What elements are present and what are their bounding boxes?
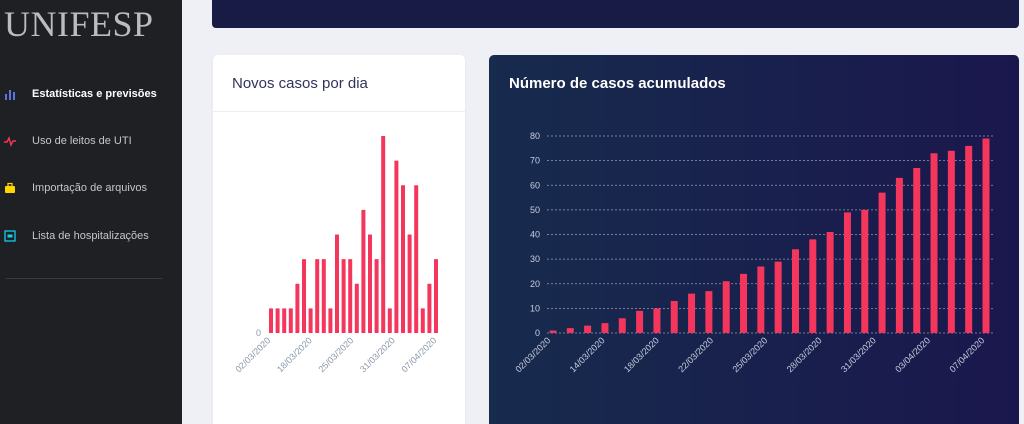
sidebar-item-leitos-uti[interactable]: Uso de leitos de UTI bbox=[0, 130, 182, 152]
x-tick-label: 18/03/2020 bbox=[275, 335, 314, 374]
x-tick-label: 31/03/2020 bbox=[839, 335, 878, 374]
bar[interactable] bbox=[401, 185, 405, 333]
card-divider bbox=[213, 111, 465, 112]
bar[interactable] bbox=[354, 283, 359, 333]
bar[interactable] bbox=[275, 308, 280, 333]
y-tick-label: 50 bbox=[530, 205, 540, 215]
bar[interactable] bbox=[791, 249, 799, 333]
sidebar-item-estatisticas[interactable]: Estatísticas e previsões bbox=[0, 83, 182, 105]
bar[interactable] bbox=[434, 259, 438, 333]
sidebar-item-label: Lista de hospitalizações bbox=[32, 230, 149, 242]
y-tick-label: 10 bbox=[530, 303, 540, 313]
bar[interactable] bbox=[308, 308, 313, 333]
bar[interactable] bbox=[381, 136, 386, 333]
bar[interactable] bbox=[321, 259, 326, 333]
sidebar-item-importacao[interactable]: Importação de arquivos bbox=[0, 177, 182, 199]
bar[interactable] bbox=[722, 281, 730, 333]
bar[interactable] bbox=[414, 185, 419, 333]
y-tick-label: 60 bbox=[530, 180, 540, 190]
sidebar-divider bbox=[6, 278, 162, 279]
pulse-icon bbox=[4, 136, 16, 147]
bar[interactable] bbox=[843, 212, 851, 333]
daily-cases-card: Novos casos por dia 0 02/03/2020 18/03/202… bbox=[213, 55, 465, 424]
bar[interactable] bbox=[740, 273, 748, 333]
bar[interactable] bbox=[982, 138, 990, 333]
x-tick-label: 31/03/2020 bbox=[358, 335, 397, 374]
bar[interactable] bbox=[295, 283, 300, 333]
brand-logo[interactable]: UNIFESP bbox=[4, 4, 154, 44]
bar[interactable] bbox=[878, 192, 886, 333]
x-tick-label: 22/03/2020 bbox=[676, 335, 715, 374]
cumulative-cases-card: Número de casos acumulados 0 10 20 30 40 50 60… bbox=[489, 55, 1019, 424]
y-tick-label: 0 bbox=[535, 328, 540, 338]
bar-chart-icon bbox=[5, 90, 15, 100]
sidebar-item-hospitalizacoes[interactable]: Lista de hospitalizações bbox=[0, 225, 182, 247]
sidebar-item-label: Importação de arquivos bbox=[32, 182, 147, 194]
x-tick-label: 07/04/2020 bbox=[947, 335, 986, 374]
x-tick-label: 25/03/2020 bbox=[316, 335, 355, 374]
bar[interactable] bbox=[930, 153, 938, 333]
bar[interactable] bbox=[566, 328, 574, 333]
bar[interactable] bbox=[420, 308, 425, 333]
briefcase-icon bbox=[5, 182, 15, 193]
x-tick-label: 02/03/2020 bbox=[513, 335, 552, 374]
bar[interactable] bbox=[757, 266, 765, 333]
bar[interactable] bbox=[670, 300, 678, 333]
header-card bbox=[212, 0, 1019, 28]
bar[interactable] bbox=[688, 293, 696, 333]
bar[interactable] bbox=[328, 308, 333, 333]
bar[interactable] bbox=[774, 261, 782, 333]
bar[interactable] bbox=[282, 308, 287, 333]
x-tick-label: 14/03/2020 bbox=[568, 335, 607, 374]
list-icon bbox=[4, 230, 16, 242]
bar[interactable] bbox=[809, 239, 817, 333]
bar[interactable] bbox=[705, 291, 713, 333]
bar[interactable] bbox=[335, 234, 339, 334]
bar[interactable] bbox=[348, 259, 353, 333]
bar[interactable] bbox=[288, 308, 293, 333]
bar[interactable] bbox=[653, 308, 661, 333]
x-tick-label: 25/03/2020 bbox=[730, 335, 769, 374]
sidebar: UNIFESP Estatísticas e previsões Uso de … bbox=[0, 0, 182, 424]
card-title: Número de casos acumulados bbox=[509, 75, 726, 92]
bar[interactable] bbox=[269, 308, 273, 333]
bar[interactable] bbox=[965, 145, 973, 333]
bar[interactable] bbox=[368, 234, 372, 334]
bar[interactable] bbox=[302, 259, 306, 333]
bar[interactable] bbox=[387, 308, 392, 333]
y-tick-label: 30 bbox=[530, 254, 540, 264]
sidebar-item-label: Estatísticas e previsões bbox=[32, 88, 157, 100]
card-title: Novos casos por dia bbox=[232, 75, 368, 92]
x-tick-label: 18/03/2020 bbox=[622, 335, 661, 374]
bar[interactable] bbox=[895, 177, 903, 333]
bar[interactable] bbox=[913, 168, 921, 333]
bar[interactable] bbox=[407, 234, 412, 334]
bar[interactable] bbox=[826, 232, 834, 333]
bar[interactable] bbox=[341, 259, 346, 333]
y-tick-label: 70 bbox=[530, 156, 540, 166]
daily-cases-chart: 002/03/2020 18/03/2020 25/03/2020 31/03/202… bbox=[233, 136, 438, 374]
x-tick-label: 07/04/2020 bbox=[399, 335, 438, 374]
bar[interactable] bbox=[549, 330, 557, 333]
y-tick-label: 80 bbox=[530, 131, 540, 141]
bar[interactable] bbox=[861, 209, 869, 333]
x-tick-label: 28/03/2020 bbox=[785, 335, 824, 374]
y-tick-label: 0 bbox=[256, 328, 261, 338]
bar[interactable] bbox=[584, 325, 592, 333]
x-tick-label: 02/03/2020 bbox=[233, 335, 272, 374]
y-tick-label: 20 bbox=[530, 279, 540, 289]
bar[interactable] bbox=[427, 283, 432, 333]
bar[interactable] bbox=[361, 209, 366, 333]
bar[interactable] bbox=[601, 323, 609, 333]
bar[interactable] bbox=[394, 160, 399, 333]
bar[interactable] bbox=[315, 259, 320, 333]
cumulative-cases-chart: 0 10 20 30 40 50 60 70 80 02/03/2020 14/03/2020 18/… bbox=[513, 131, 995, 374]
y-tick-label: 40 bbox=[530, 230, 540, 240]
bar[interactable] bbox=[636, 310, 644, 333]
bar[interactable] bbox=[947, 150, 955, 333]
x-tick-label: 03/04/2020 bbox=[893, 335, 932, 374]
bar[interactable] bbox=[374, 259, 379, 333]
sidebar-item-label: Uso de leitos de UTI bbox=[32, 135, 132, 147]
bar[interactable] bbox=[618, 318, 626, 333]
